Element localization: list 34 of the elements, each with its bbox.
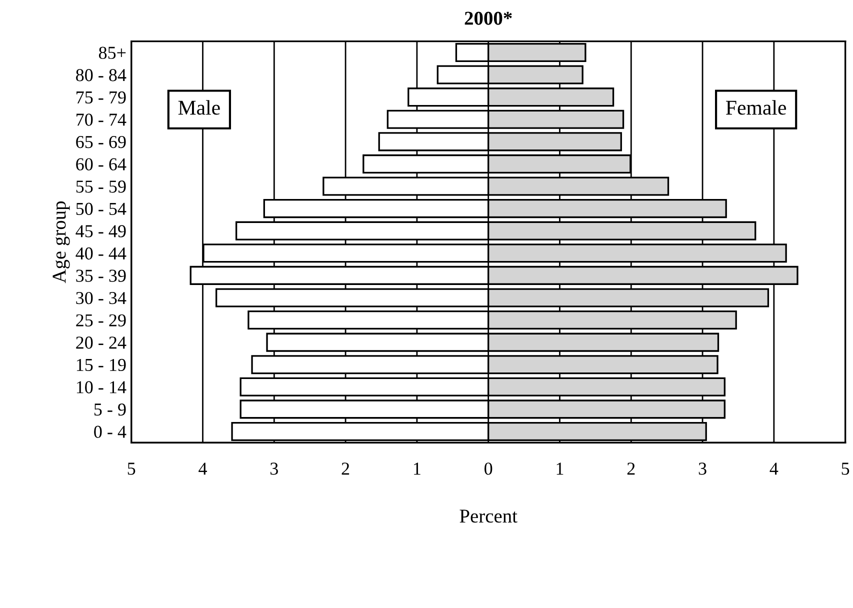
y-tick-label: 0 - 4 <box>94 426 126 438</box>
x-tick-label: 4 <box>198 462 207 475</box>
y-tick-label: 75 - 79 <box>76 91 126 104</box>
x-tick-label: 5 <box>842 462 850 475</box>
y-tick-label: 15 - 19 <box>76 358 126 372</box>
chart-title: 2000* <box>464 12 512 25</box>
y-tick-label: 25 - 29 <box>76 314 126 326</box>
text: Female <box>726 100 786 115</box>
x-tick-label: 5 <box>128 462 136 475</box>
x-tick-label: 3 <box>698 462 706 475</box>
y-tick-label: 5 - 9 <box>94 403 126 416</box>
x-tick-label: 1 <box>414 462 420 475</box>
y-tick-label: 60 - 64 <box>76 158 126 170</box>
y-tick-label: 65 - 69 <box>76 136 126 148</box>
x-axis-title: Percent <box>460 510 518 523</box>
y-tick-label: 35 - 39 <box>76 270 126 282</box>
y-tick-label: 45 - 49 <box>76 225 126 238</box>
x-tick-label: 0 <box>484 462 492 475</box>
text: Male <box>178 100 220 115</box>
y-tick-label: 50 - 54 <box>76 202 126 215</box>
x-tick-label: 2 <box>342 462 350 475</box>
y-tick-label: 20 - 24 <box>76 336 126 349</box>
x-tick-label: 4 <box>770 462 778 475</box>
y-tick-label: 10 - 14 <box>76 381 126 394</box>
y-tick-label: 70 - 74 <box>76 114 126 126</box>
x-tick-label: 2 <box>627 462 635 475</box>
y-tick-label: 80 - 84 <box>76 69 126 82</box>
y-tick-label: 85+ <box>98 46 126 59</box>
y-tick-label: 30 - 34 <box>76 292 126 304</box>
y-tick-label: 55 - 59 <box>76 180 126 193</box>
y-tick-label: 40 - 44 <box>76 247 126 260</box>
x-tick-label: 1 <box>556 462 564 475</box>
y-axis-title: Age group <box>52 201 70 284</box>
x-tick-label: 3 <box>270 462 278 475</box>
